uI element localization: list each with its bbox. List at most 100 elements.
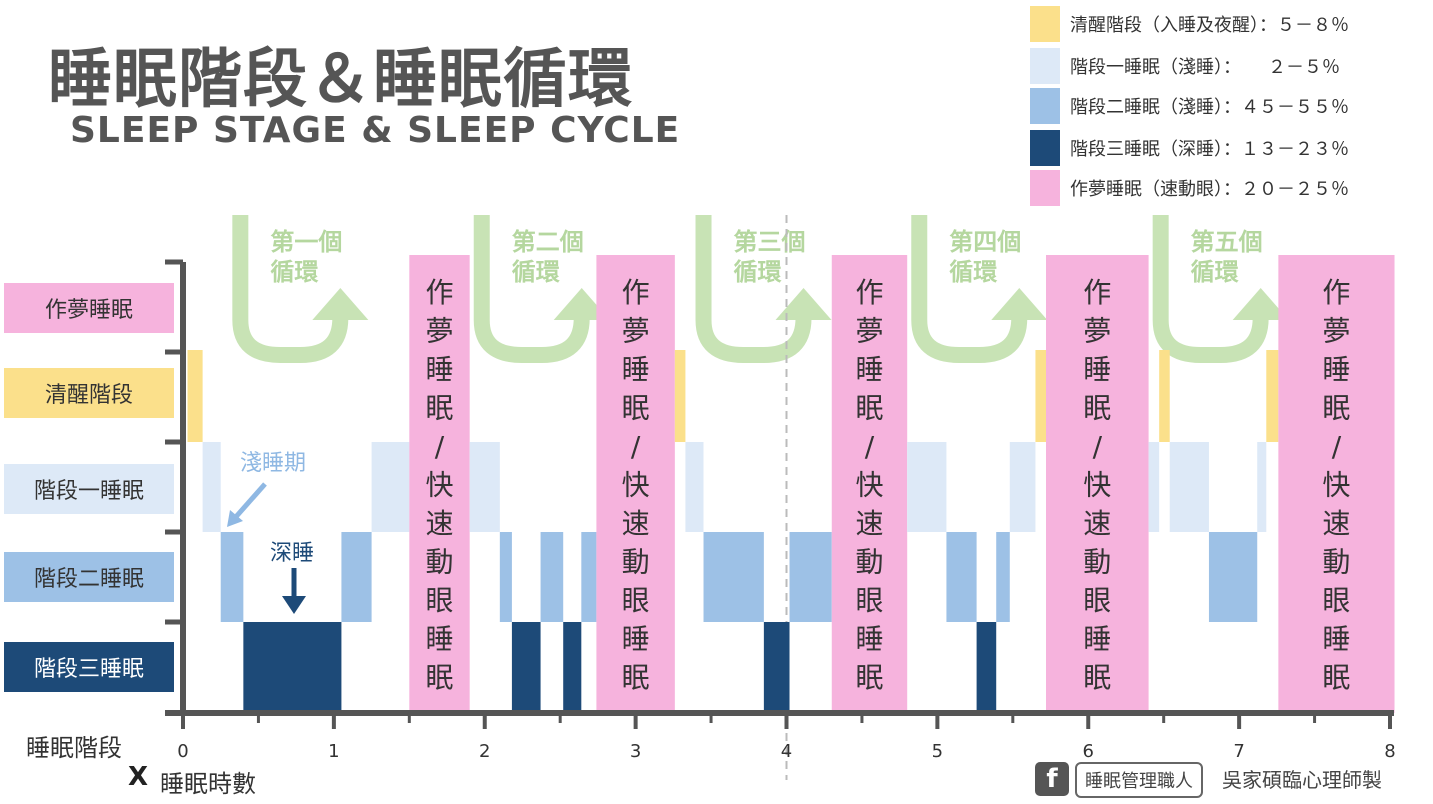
rem-text-char: 快 <box>855 469 883 502</box>
cycle-arrow-path <box>232 215 349 363</box>
rem-text-char: 眠 <box>855 392 883 425</box>
rem-text-char: 眠 <box>1322 661 1350 694</box>
cycle-arrowhead <box>553 288 610 320</box>
rem-text-char: 速 <box>855 507 883 540</box>
rem-text-char: 眼 <box>1322 584 1350 617</box>
rem-text-char: 眠 <box>1083 661 1111 694</box>
rem-text-char: 動 <box>425 546 453 579</box>
legend-label: 階段二睡眠（淺睡）：４５－５５％ <box>1070 97 1349 118</box>
cycle-arrow-icon <box>473 215 610 363</box>
segment-bar <box>581 532 597 622</box>
stage-label-stage2: 階段二睡眠 <box>4 552 174 602</box>
rem-text-char: / <box>865 430 875 463</box>
cycle-arrowhead <box>991 288 1048 320</box>
x-tick-label: 0 <box>177 741 188 762</box>
cycle-label: 第一個 <box>270 228 342 256</box>
cycle-label: 第四個 <box>949 228 1021 256</box>
rem-text-char: 動 <box>1322 546 1350 579</box>
rem-text-char: 夢 <box>855 315 883 348</box>
cycle-arrowhead <box>775 288 832 320</box>
deep-sleep-arrowhead <box>282 596 306 614</box>
segment-bar <box>976 622 997 713</box>
rem-text-char: 速 <box>1322 507 1350 540</box>
page-subtitle: SLEEP STAGE & SLEEP CYCLE <box>70 110 681 151</box>
rem-text-char: / <box>435 430 445 463</box>
x-tick-label: 7 <box>1233 741 1244 762</box>
rem-text-char: 眠 <box>855 661 883 694</box>
rem-text-char: 睡 <box>1083 353 1111 386</box>
x-tick-label: 3 <box>630 741 641 762</box>
cycle-arrow-path <box>473 215 590 363</box>
cycle-arrow-icon <box>1152 215 1289 363</box>
cycle-label: 第三個 <box>734 228 806 256</box>
rem-text-char: 睡 <box>855 353 883 386</box>
legend-item-awake: 清醒階段（入睡及夜醒）：５－８％ <box>1030 6 1349 42</box>
rem-text-char: 快 <box>1083 469 1111 502</box>
rem-text-char: 眠 <box>425 392 453 425</box>
rem-text-char: 速 <box>1083 507 1111 540</box>
rem-text-char: 速 <box>425 507 453 540</box>
legend-swatch <box>1030 48 1060 84</box>
segment-bar <box>1169 442 1209 532</box>
page-title: 睡眠階段＆睡眠循環 <box>48 43 633 117</box>
rem-text-char: 作 <box>622 276 650 309</box>
cycle-arrow-path <box>695 215 812 363</box>
legend-item-stage3: 階段三睡眠（深睡）：１３－２３％ <box>1030 130 1349 166</box>
segment-bar <box>1266 350 1279 442</box>
segment-bar <box>220 532 244 622</box>
stage-label-awake: 清醒階段 <box>4 368 174 418</box>
rem-text-char: 快 <box>622 469 650 502</box>
segment-bar <box>187 350 203 442</box>
rem-text-char: 眼 <box>622 584 650 617</box>
rem-text-char: 睡 <box>1322 623 1350 656</box>
segment-bar <box>469 442 500 532</box>
rem-text-char: 動 <box>855 546 883 579</box>
segment-bar <box>685 442 704 532</box>
rem-text-char: / <box>1093 430 1103 463</box>
rem-text-char: 睡 <box>855 623 883 656</box>
segment-bar <box>831 255 908 713</box>
segment-bar <box>789 532 832 622</box>
segment-bar <box>341 532 372 622</box>
facebook-icon[interactable]: f <box>1035 762 1069 796</box>
segment-bar <box>371 442 410 532</box>
rem-text-char: 作 <box>855 276 883 309</box>
rem-text-char: 動 <box>622 546 650 579</box>
cycle-label: 循環 <box>270 258 319 286</box>
light-sleep-arrowhead <box>227 510 243 527</box>
cycle-arrow-icon <box>911 215 1048 363</box>
cycle-label: 循環 <box>734 258 783 286</box>
legend-item-stage1: 階段一睡眠（淺睡）： ２－５％ <box>1030 48 1340 84</box>
rem-text-char: 眠 <box>425 661 453 694</box>
x-tick-label: 8 <box>1384 741 1395 762</box>
legend-label: 清醒階段（入睡及夜醒）：５－８％ <box>1070 15 1349 36</box>
rem-text-char: 眼 <box>855 584 883 617</box>
rem-text-char: 快 <box>1322 469 1350 502</box>
cycle-label: 循環 <box>1191 258 1240 286</box>
annotation-deep-sleep: 深睡 <box>270 541 314 566</box>
rem-text-char: / <box>1332 430 1342 463</box>
x-mark-icon: X <box>128 762 149 792</box>
cycle-arrow-path <box>911 215 1028 363</box>
rem-text-char: 眠 <box>622 661 650 694</box>
rem-text-char: 眠 <box>622 392 650 425</box>
cycle-arrow-icon <box>695 215 832 363</box>
rem-text-char: 睡 <box>622 623 650 656</box>
cycle-label: 循環 <box>949 258 998 286</box>
segment-bar <box>202 442 221 532</box>
legend-swatch <box>1030 130 1060 166</box>
legend-swatch <box>1030 170 1060 206</box>
cycle-arrow-icon <box>232 215 369 363</box>
segment-bar <box>1257 442 1267 532</box>
x-tick-label: 2 <box>479 741 490 762</box>
x-tick-label: 5 <box>932 741 943 762</box>
segment-bar <box>540 532 564 622</box>
rem-text-char: 睡 <box>1322 353 1350 386</box>
rem-text-char: 睡 <box>622 353 650 386</box>
rem-text-char: 睡 <box>425 623 453 656</box>
segment-bar <box>563 622 582 713</box>
rem-text-char: 動 <box>1083 546 1111 579</box>
segment-bar <box>1148 442 1160 532</box>
segment-bar <box>511 622 541 713</box>
rem-text-char: 快 <box>425 469 453 502</box>
